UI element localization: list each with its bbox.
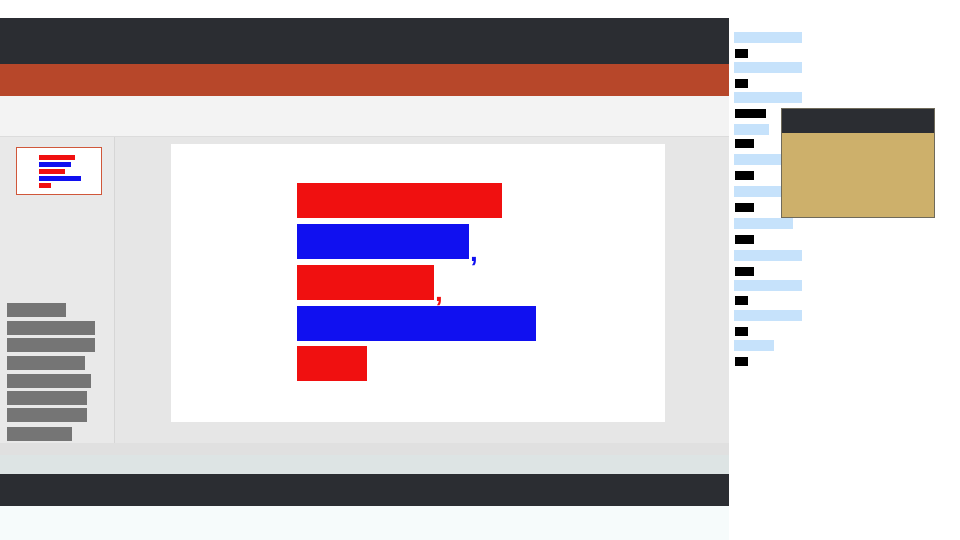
slide-comma-text: , <box>470 236 478 267</box>
list-item[interactable] <box>734 92 802 103</box>
slide-bar-shape[interactable] <box>297 346 367 381</box>
thumbnail-bar <box>39 162 71 167</box>
thumbnail-bar <box>39 183 51 188</box>
list-item[interactable] <box>734 154 781 165</box>
list-item[interactable] <box>734 310 802 321</box>
list-item[interactable] <box>734 32 802 43</box>
notes-divider[interactable] <box>0 443 729 455</box>
list-item-tag <box>735 49 748 58</box>
list-item-tag <box>735 79 748 88</box>
floating-panel-title-bar[interactable] <box>782 109 934 133</box>
slide-bar-shape[interactable] <box>297 224 469 259</box>
thumbnail-bar <box>39 169 65 174</box>
list-item[interactable] <box>734 124 769 135</box>
slide-comma-text: , <box>435 276 443 307</box>
thumbnail-bar <box>39 155 75 160</box>
slide-thumbnail-1[interactable] <box>16 147 102 195</box>
slide-bar-shape[interactable] <box>297 265 434 300</box>
list-item[interactable] <box>734 218 793 229</box>
list-item[interactable] <box>734 280 802 291</box>
list-item-tag <box>735 171 754 180</box>
outline-item[interactable] <box>7 321 95 335</box>
list-item-tag <box>735 203 754 212</box>
desktop-strip <box>0 506 729 540</box>
list-item[interactable] <box>734 250 802 261</box>
status-bar <box>0 455 729 474</box>
list-item-tag <box>735 109 766 118</box>
outline-item[interactable] <box>7 427 72 441</box>
slide-thumbnail-pane <box>0 137 115 443</box>
outline-item[interactable] <box>7 408 87 422</box>
ribbon-tab-bar[interactable] <box>0 64 729 96</box>
list-item[interactable] <box>734 186 781 197</box>
ribbon-toolbar[interactable] <box>0 96 729 137</box>
title-bar <box>0 18 729 64</box>
bottom-bar <box>0 474 729 506</box>
slide-editing-area: , , <box>115 137 729 443</box>
list-item-tag <box>735 235 754 244</box>
list-item-tag <box>735 296 748 305</box>
outline-item[interactable] <box>7 338 95 352</box>
presentation-app-window: , , <box>0 18 729 506</box>
list-item[interactable] <box>734 340 774 351</box>
list-item-tag <box>735 357 748 366</box>
outline-item[interactable] <box>7 356 85 370</box>
outline-item[interactable] <box>7 303 66 317</box>
list-item[interactable] <box>734 62 802 73</box>
slide-bar-shape[interactable] <box>297 306 536 341</box>
list-item-tag <box>735 327 748 336</box>
outline-item[interactable] <box>7 391 87 405</box>
outline-item[interactable] <box>7 374 91 388</box>
list-item-tag <box>735 139 754 148</box>
thumbnail-bar <box>39 176 81 181</box>
slide-canvas[interactable]: , , <box>171 144 665 422</box>
floating-panel[interactable] <box>781 108 935 218</box>
list-item-tag <box>735 267 754 276</box>
slide-bar-shape[interactable] <box>297 183 502 218</box>
